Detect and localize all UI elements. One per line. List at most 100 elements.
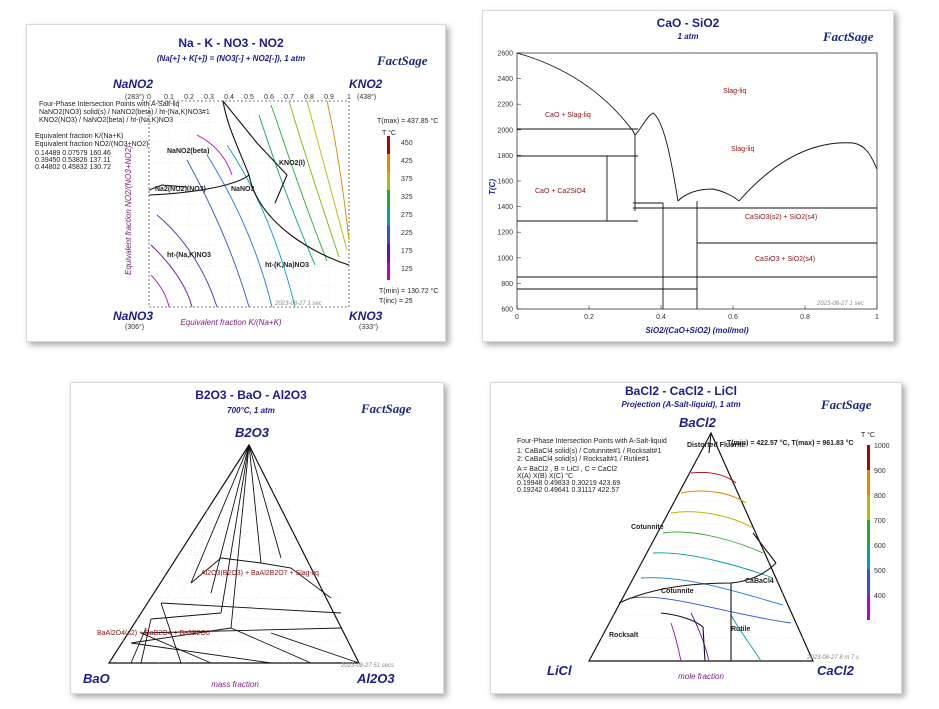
p1-legend-swatch — [387, 136, 390, 154]
p2-y-tick-label: 2000 — [497, 127, 513, 134]
p1-region-4: NaNO3 — [231, 186, 254, 193]
p4-legend-tick: 600 — [874, 543, 886, 550]
p1-legend-unit: T °C — [382, 129, 396, 137]
p2-y-tick-label: 1800 — [497, 153, 513, 160]
corner-br-temp: (333°) — [359, 323, 378, 331]
panel2-title: CaO - SiO2 — [657, 16, 720, 30]
factsage-logo: FactSage — [822, 29, 874, 44]
p2-y-tick-label: 1400 — [497, 204, 513, 211]
p2-xlabel: SiO2/(CaO+SiO2) (mol/mol) — [645, 326, 749, 335]
corner-tr: KNO2 — [349, 77, 383, 91]
p1-legend-tick: 175 — [401, 248, 413, 255]
p2-y-tick-label: 800 — [501, 281, 513, 288]
factsage-logo: FactSage — [820, 397, 872, 412]
corner-tl-temp: (283°) — [125, 93, 144, 101]
panel1-title: Na - K - NO3 - NO2 — [178, 36, 284, 50]
panel4-subtitle: Projection (A-Salt-liquid), 1 atm — [621, 400, 740, 409]
p1-legend-swatch — [387, 208, 390, 226]
panel3-subtitle: 700°C, 1 atm — [227, 406, 275, 415]
svg-text:Equivalent fraction K/(Na+K): Equivalent fraction K/(Na+K) — [35, 133, 124, 140]
p1-region-2: KNO2(I) — [279, 160, 305, 167]
p3-triangle — [107, 443, 360, 664]
p2-x-tick-label: 0.2 — [584, 314, 594, 321]
p1-legend-tick: 225 — [401, 230, 413, 237]
p1-legend-swatch — [387, 262, 390, 280]
p1-stamp: 2023-08-27 1 sec — [274, 301, 322, 307]
svg-text:2: CaBaCl4 solid(s) / Rocksal: 2: CaBaCl4 solid(s) / Rocksalt#1 / Rutil… — [517, 456, 649, 463]
p2-ylabel: T(C) — [488, 179, 497, 195]
p2-x-tick-label: 0 — [515, 314, 519, 321]
p4-region-6: Rutile — [731, 626, 751, 633]
p1-legend-tick: 375 — [401, 176, 413, 183]
corner-bl-temp: (306°) — [125, 323, 144, 331]
p2-x-tick-label: 0.8 — [800, 314, 810, 321]
p4-legend-tick: 500 — [874, 568, 886, 575]
p1-header-lines: Four-Phase Intersection Points with A-Sa… — [35, 101, 210, 171]
svg-text:Four-Phase Intersection Points: Four-Phase Intersection Points with A-Sa… — [39, 101, 180, 108]
corner-tl: NaNO2 — [113, 77, 153, 91]
panel-bacl2-cacl2-licl: BaCl2 - CaCl2 - LiCl Projection (A-Salt-… — [490, 382, 902, 694]
corner-tr-temp: (438°) — [357, 93, 376, 101]
p2-region-3: Slag-liq — [731, 146, 754, 153]
panel3-title: B2O3 - BaO - Al2O3 — [195, 388, 307, 402]
p1-legend-swatch — [387, 154, 390, 172]
p2-y-tick-label: 2200 — [497, 102, 513, 109]
panel2-subtitle: 1 atm — [678, 32, 699, 41]
p2-region-1: CaO + Slag-liq — [545, 112, 591, 119]
p2-y-tick-label: 2400 — [497, 76, 513, 83]
p3-region-1: Al2O3(B2O3) + BaAl2B2O7 + Slag-liq — [201, 570, 319, 577]
p2-region-6: CaSiO3 + SiO2(s4) — [755, 256, 815, 263]
p3-tie-lines — [130, 444, 360, 664]
panel1-subtitle: (Na[+] + K[+]) = (NO3[-] + NO2[-]), 1 at… — [157, 54, 305, 63]
p2-x-tick-label: 0.4 — [656, 314, 666, 321]
p1-legend-swatch — [387, 190, 390, 208]
p4-legend-swatch — [867, 595, 870, 620]
svg-text:0.2: 0.2 — [184, 94, 194, 101]
p1-legend-tick: 275 — [401, 212, 413, 219]
svg-text:0.39450 0.53826 137.11: 0.39450 0.53826 137.11 — [35, 157, 110, 164]
p2-region-5: CaSiO3(s2) + SiO2(s4) — [745, 214, 817, 221]
p2-y-tick-label: 600 — [501, 307, 513, 314]
p4-header-lines: Four-Phase Intersection Points with A-Sa… — [517, 438, 667, 494]
panel-na-k-no3-no2: Na - K - NO3 - NO2 (Na[+] + K[+]) = (NO3… — [26, 24, 446, 342]
p4-legend-swatch — [867, 570, 870, 595]
p3-stamp: 2023-08-27 51 secs — [340, 663, 394, 669]
p4-legend-swatch — [867, 520, 870, 545]
p4-stamp: 2023-08-27 8 m 7 s — [806, 655, 859, 661]
p1-tmax: T(max) = 437.85 °C — [377, 117, 438, 125]
svg-text:0.9: 0.9 — [324, 94, 334, 101]
p3-region-2: BaAl2O4(s2) + BaB2O4 + Ba3B2O6 — [97, 630, 210, 637]
p2-region-4: CaO + Ca2SiO4 — [535, 188, 586, 195]
p4-corner-bl: LiCl — [547, 663, 572, 678]
svg-text:0.19242 0.49641 0.31117 42: 0.19242 0.49641 0.31117 422.57 — [517, 487, 619, 494]
svg-text:1: CaBaCl4 solid(s) / Cotunni: 1: CaBaCl4 solid(s) / Cotunnite#1 / Rock… — [517, 448, 661, 455]
p1-tinc: T(inc) = 25 — [379, 298, 413, 305]
p1-x-ticks: 0 0.1 0.2 0.3 0.4 0.5 0.6 0.7 0.8 0.9 1 — [147, 94, 351, 101]
p2-y-tick-label: 1600 — [497, 179, 513, 186]
svg-text:KNO2(NO3) / NaNO2(beta) / ht-(: KNO2(NO3) / NaNO2(beta) / ht-(Na,K)NO3 — [39, 117, 173, 124]
p2-y-tick-label: 2600 — [497, 51, 513, 58]
svg-text:0.14489 0.07579 160.46: 0.14489 0.07579 160.46 — [35, 150, 111, 157]
p1-legend-tick: 425 — [401, 158, 413, 165]
p4-region-2: Cotunnite — [631, 524, 664, 531]
p4-legend-swatch — [867, 495, 870, 520]
p4-corner-top: BaCl2 — [679, 415, 717, 430]
p4-legend-unit: T °C — [861, 431, 875, 439]
p4-phase-boundaries — [618, 432, 777, 662]
p1-legend-tick: 450 — [401, 140, 413, 147]
p4-corner-br: CaCl2 — [817, 663, 855, 678]
p4-legend-swatch — [867, 470, 870, 495]
p1-region-5: ht-(Na,K)NO3 — [167, 252, 211, 259]
svg-text:Four-Phase Intersection Points: Four-Phase Intersection Points with A-Sa… — [517, 438, 667, 445]
p4-region-1: Distorted Fluorite — [687, 442, 745, 449]
p2-y-ticks: 2600 2400 2200 2000 1800 1600 1400 1200 1000 800 6… — [497, 51, 521, 314]
p2-y-tick-label: 1200 — [497, 230, 513, 237]
p1-region-6: ht-(K,Na)NO3 — [265, 262, 309, 269]
p3-bottom-label: mass fraction — [211, 680, 259, 689]
p1-region-1: NaNO2(beta) — [167, 148, 209, 155]
p2-x-ticks: 0 0.2 0.4 0.6 0.8 1 — [515, 305, 879, 321]
svg-text:A = BaCl2 , B = LiCl , C = C: A = BaCl2 , B = LiCl , C = CaCl2 — [517, 466, 617, 473]
svg-text:0.5: 0.5 — [244, 94, 254, 101]
panel-b2o3-bao-al2o3: B2O3 - BaO - Al2O3 700°C, 1 atm FactSage… — [70, 382, 444, 694]
svg-text:0.44802 0.45832 130.72: 0.44802 0.45832 130.72 — [35, 164, 111, 171]
